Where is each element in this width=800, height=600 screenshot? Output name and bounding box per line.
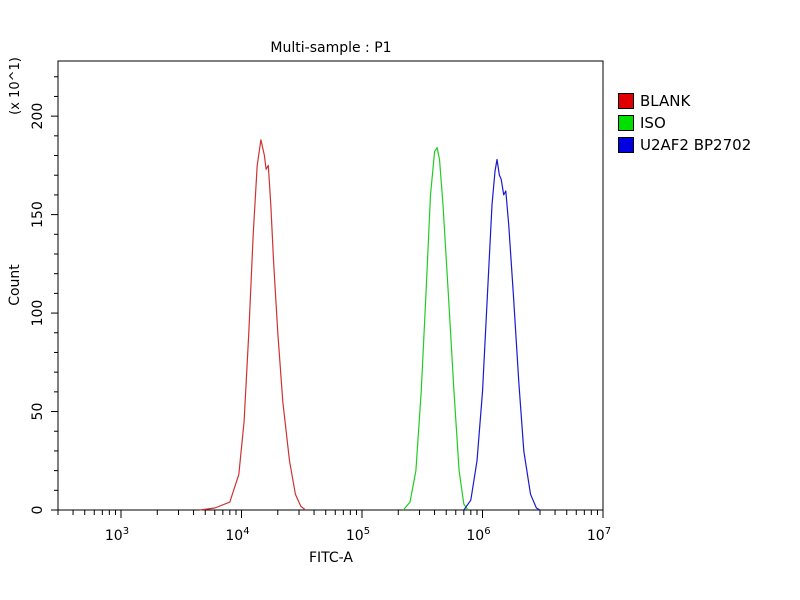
series-line-u2af2-bp2702 <box>463 158 541 511</box>
legend-item-iso: ISO <box>618 112 751 134</box>
series-layer <box>199 139 541 511</box>
legend-label-u2af2: U2AF2 BP2702 <box>640 136 752 154</box>
y-tick-label: 100 <box>30 300 46 327</box>
legend-label-iso: ISO <box>640 114 666 132</box>
y-tick-label: 0 <box>30 506 46 515</box>
y-tick-label: 200 <box>30 103 46 130</box>
legend-swatch-blank <box>618 93 634 109</box>
y-axis-label: Count <box>7 264 23 306</box>
legend-swatch-iso <box>618 115 634 131</box>
x-tick-label: 104 <box>225 526 249 544</box>
series-line-blank <box>199 139 306 511</box>
plot-frame <box>57 60 604 511</box>
legend-swatch-u2af2 <box>618 137 634 153</box>
y-axis: 0 50 100 150 200 <box>30 76 58 515</box>
chart-title: Multi-sample : P1 <box>270 40 391 56</box>
legend-item-u2af2: U2AF2 BP2702 <box>618 134 751 156</box>
x-tick-label: 107 <box>587 526 611 544</box>
legend-item-blank: BLANK <box>618 90 751 112</box>
y-tick-label: 150 <box>30 201 46 228</box>
y-tick-label: 50 <box>30 403 46 421</box>
series-line-iso <box>402 147 469 511</box>
x-tick-label: 103 <box>105 526 129 544</box>
y-multiplier-label: (x 10^1) <box>8 57 23 115</box>
legend: BLANK ISO U2AF2 BP2702 <box>618 90 751 156</box>
x-axis-label: FITC-A <box>309 550 353 566</box>
legend-label-blank: BLANK <box>640 92 691 110</box>
x-axis: 103 104 105 106 107 <box>57 510 611 544</box>
x-tick-label: 105 <box>346 526 370 544</box>
x-tick-label: 106 <box>466 526 490 544</box>
